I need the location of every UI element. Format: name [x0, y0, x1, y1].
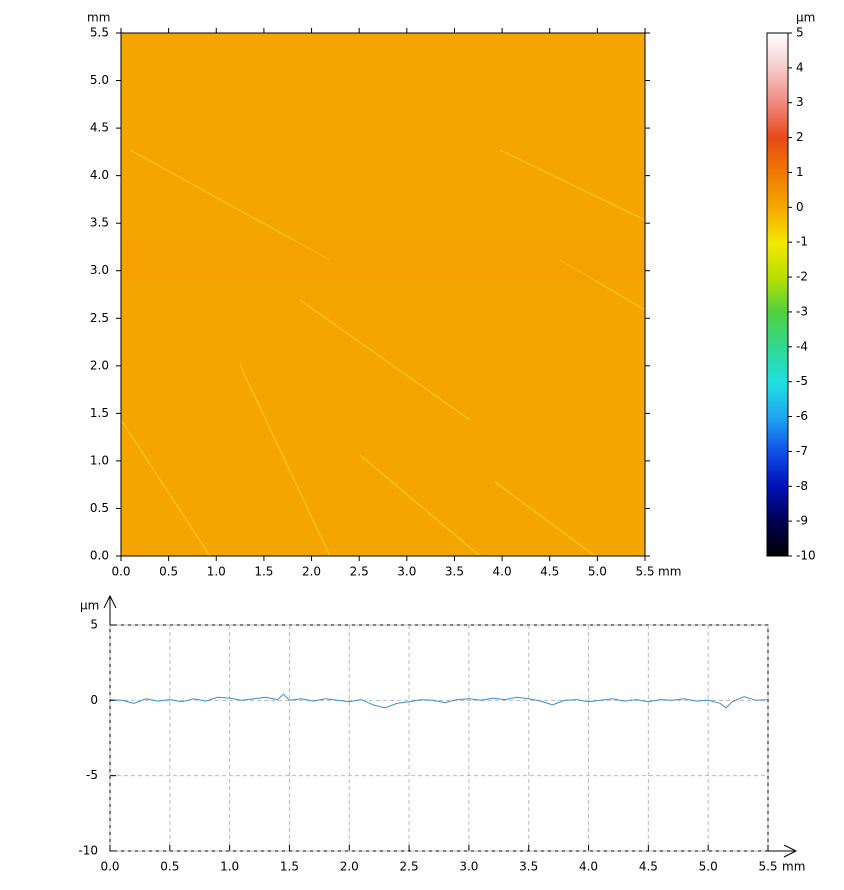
- colorbar-tick-label: 4: [796, 60, 804, 74]
- colorbar-tick-label: 3: [796, 95, 804, 109]
- x-tick-label: 1.0: [207, 565, 226, 579]
- x-tick-label: 0.0: [111, 565, 130, 579]
- colorbar-tick-label: -4: [796, 339, 808, 353]
- y-unit: μm: [80, 599, 99, 613]
- colorbar-tick-label: 2: [796, 130, 804, 144]
- x-tick-label: 3.5: [519, 860, 538, 874]
- x-tick-label: 5.5: [758, 860, 777, 874]
- colorbar-tick-label: -8: [796, 479, 808, 493]
- x-unit: mm: [658, 565, 681, 579]
- x-tick-label: 4.0: [493, 565, 512, 579]
- colorbar-tick-label: -9: [796, 514, 808, 528]
- y-tick-label: 5.5: [90, 26, 109, 40]
- y-tick-label: 2.5: [90, 311, 109, 325]
- x-tick-label: 2.5: [350, 565, 369, 579]
- y-tick-label: 0.5: [90, 501, 109, 515]
- y-tick-label: 1.0: [90, 453, 109, 467]
- x-tick-label: 4.5: [639, 860, 658, 874]
- colorbar-tick-label: 1: [796, 165, 804, 179]
- x-unit: mm: [782, 860, 805, 874]
- band: [121, 240, 645, 280]
- y-tick-label: 3.5: [90, 216, 109, 230]
- y-tick-label: 5: [90, 618, 98, 632]
- x-arrow: [768, 844, 798, 858]
- y-arrow: [103, 594, 117, 625]
- x-tick-label: 0.5: [160, 860, 179, 874]
- colorbar-tick-label: -3: [796, 304, 808, 318]
- x-tick-label: 5.0: [588, 565, 607, 579]
- x-tick-label: 1.5: [280, 860, 299, 874]
- x-tick-label: 4.0: [579, 860, 598, 874]
- x-tick-label: 3.5: [445, 565, 464, 579]
- y-tick-label: 0: [90, 693, 98, 707]
- y-tick-label: 0.0: [90, 549, 109, 563]
- height-map-image: [121, 33, 645, 556]
- colorbar-tick-label: -2: [796, 270, 808, 284]
- height-map: [120, 32, 646, 557]
- x-tick-label: 5.5: [635, 565, 654, 579]
- x-tick-label: 2.0: [340, 860, 359, 874]
- x-tick-label: 1.0: [220, 860, 239, 874]
- y-tick-label: -5: [86, 768, 98, 782]
- colorbar-tick-label: -6: [796, 409, 808, 423]
- colorbar-tick-label: -5: [796, 374, 808, 388]
- scratches: [120, 149, 646, 557]
- colorbar-tick-label: -7: [796, 444, 808, 458]
- x-tick-label: 1.5: [254, 565, 273, 579]
- y-tick-label: 4.0: [90, 168, 109, 182]
- x-tick-label: 3.0: [397, 565, 416, 579]
- x-tick-label: 2.0: [302, 565, 321, 579]
- profile-line: [109, 693, 769, 709]
- colorbar-tick-label: 0: [796, 200, 804, 214]
- x-tick-label: 0.5: [159, 565, 178, 579]
- y-unit: mm: [87, 11, 110, 25]
- y-tick-label: 1.5: [90, 406, 109, 420]
- y-tick-label: 5.0: [90, 73, 109, 87]
- x-tick-label: 4.5: [540, 565, 559, 579]
- colorbar-tick-label: -1: [796, 235, 808, 249]
- colorbar: [766, 32, 789, 557]
- y-tick-label: -10: [78, 844, 98, 858]
- y-tick-label: 3.0: [90, 263, 109, 277]
- y-tick-label: 4.5: [90, 121, 109, 135]
- x-tick-label: 3.0: [459, 860, 478, 874]
- y-tick-label: 2.0: [90, 358, 109, 372]
- colorbar-tick-label: 5: [796, 26, 804, 40]
- profile-frame: [109, 624, 769, 852]
- x-tick-label: 5.0: [699, 860, 718, 874]
- x-tick-label: 2.5: [400, 860, 419, 874]
- colorbar-unit: μm: [796, 11, 815, 25]
- colorbar-tick-label: -10: [796, 549, 816, 563]
- x-tick-label: 0.0: [100, 860, 119, 874]
- map-frame: [120, 32, 646, 557]
